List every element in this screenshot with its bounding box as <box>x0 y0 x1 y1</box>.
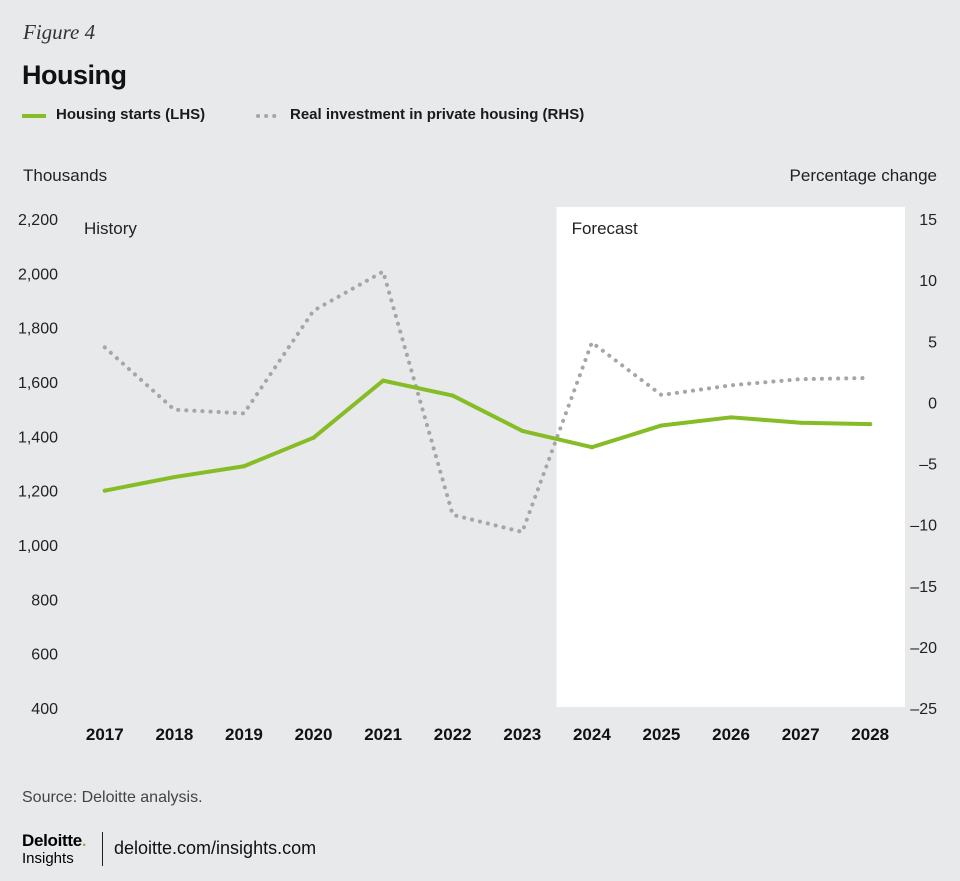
left-tick-label: 1,600 <box>18 375 58 392</box>
right-tick-label: –20 <box>910 640 937 657</box>
series-line-real-investment <box>102 269 873 534</box>
chart-title: Housing <box>22 60 127 90</box>
x-tick-label: 2021 <box>364 725 402 744</box>
point-housing-starts <box>381 378 386 383</box>
left-tick-label: 2,200 <box>18 212 58 229</box>
chart-plot-area: History Forecast 400 600 800 1,000 1,200 1,400 1… <box>18 207 937 744</box>
x-tick-label: 2026 <box>712 725 750 744</box>
right-tick-label: –15 <box>910 579 937 596</box>
legend-swatch-solid-line <box>21 106 47 123</box>
legend: Housing starts (LHS) Real investment in … <box>21 106 722 128</box>
right-tick-label: –25 <box>910 701 937 718</box>
x-tick-label: 2022 <box>434 725 472 744</box>
point-housing-starts <box>311 435 316 440</box>
left-tick-label: 2,000 <box>18 266 58 283</box>
legend-item-housing-starts: Housing starts (LHS) <box>21 106 206 123</box>
point-housing-starts <box>659 423 664 428</box>
logo-subtitle: Insights <box>22 850 74 867</box>
x-tick-label: 2028 <box>851 725 889 744</box>
left-tick-label: 400 <box>31 701 58 718</box>
series-line-housing-starts <box>102 378 873 493</box>
right-tick-label: 5 <box>928 334 937 351</box>
legend-label-housing-starts: Housing starts (LHS) <box>56 106 206 123</box>
right-tick-label: –10 <box>910 518 937 535</box>
deloitte-insights-logo: Deloitte. Insights <box>22 832 86 866</box>
source-note: Source: Deloitte analysis. <box>22 789 203 806</box>
x-tick-label: 2024 <box>573 725 611 744</box>
left-tick-label: 1,800 <box>18 321 58 338</box>
point-housing-starts <box>729 415 734 420</box>
legend-swatch-dotted-line <box>256 106 280 123</box>
legend-item-real-investment: Real investment in private housing (RHS) <box>256 106 584 123</box>
x-tick-label: 2020 <box>295 725 333 744</box>
logo-wordmark: Deloitte <box>22 831 82 850</box>
region-label-forecast: Forecast <box>572 219 638 238</box>
point-housing-starts <box>589 445 594 450</box>
x-tick-label: 2025 <box>643 725 681 744</box>
left-axis-label: Thousands <box>23 166 108 185</box>
right-axis-label: Percentage change <box>789 166 937 185</box>
legend-label-real-investment: Real investment in private housing (RHS) <box>290 106 585 123</box>
right-tick-label: –5 <box>919 457 937 474</box>
right-tick-label: 10 <box>919 273 937 290</box>
point-housing-starts <box>241 464 246 469</box>
site-link[interactable]: deloitte.com/insights.com <box>114 838 317 858</box>
point-housing-starts <box>520 428 525 433</box>
logo-dot: . <box>81 833 87 850</box>
x-tick-label: 2027 <box>782 725 820 744</box>
x-tick-label: 2017 <box>86 725 124 744</box>
left-tick-label: 1,200 <box>18 484 58 501</box>
logo-divider <box>102 832 103 866</box>
left-tick-label: 1,000 <box>18 538 58 555</box>
left-tick-label: 600 <box>31 647 58 664</box>
right-tick-label: 0 <box>928 395 937 412</box>
point-housing-starts <box>172 475 177 480</box>
figure-label: Figure 4 <box>23 20 96 44</box>
left-tick-label: 800 <box>31 592 58 609</box>
region-label-history: History <box>84 219 137 238</box>
right-tick-label: 15 <box>919 212 937 229</box>
point-housing-starts <box>102 488 107 493</box>
x-tick-label: 2019 <box>225 725 263 744</box>
point-housing-starts <box>450 393 455 398</box>
x-tick-label: 2023 <box>503 725 541 744</box>
point-housing-starts <box>798 420 803 425</box>
forecast-region <box>556 207 905 707</box>
x-tick-label: 2018 <box>155 725 193 744</box>
point-housing-starts <box>868 422 873 427</box>
left-tick-label: 1,400 <box>18 429 58 446</box>
